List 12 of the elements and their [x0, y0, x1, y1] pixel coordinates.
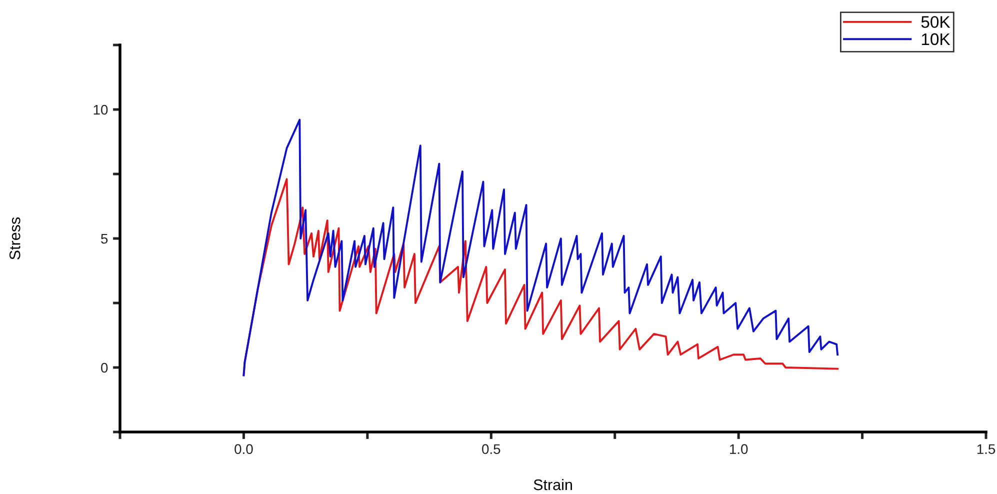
y-tick-label: 0 [101, 362, 108, 373]
line-series [242, 118, 839, 376]
x-tick-label: 1.0 [730, 444, 748, 454]
x-tick-label: 1.5 [977, 444, 996, 454]
y-tick-label: 10 [94, 104, 108, 115]
y-tick-label: 5 [101, 234, 108, 244]
x-axis-title: Strain [534, 478, 572, 490]
y-axis-title: Stress [9, 217, 20, 260]
x-tick-label: 0.5 [482, 444, 500, 454]
x-tick-label: 0.0 [234, 444, 253, 454]
legend-label: 10K [922, 33, 950, 46]
legend-label: 50K [921, 16, 950, 28]
